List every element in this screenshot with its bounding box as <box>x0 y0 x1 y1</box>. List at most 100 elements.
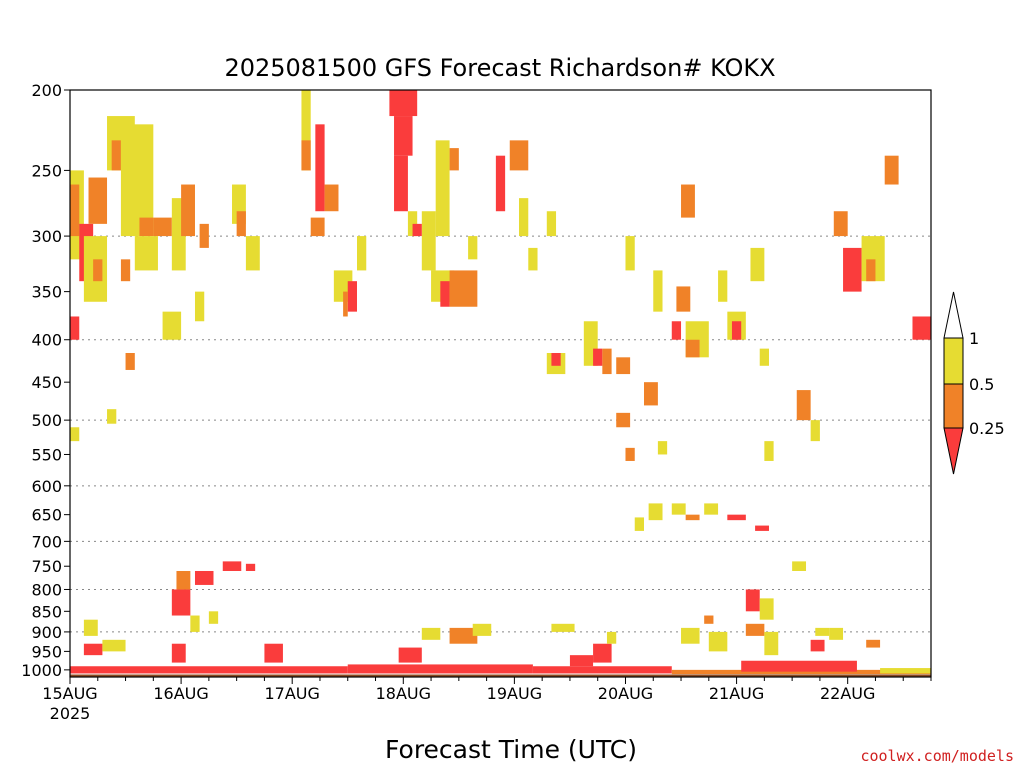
data-cell <box>176 570 191 590</box>
data-cell <box>681 627 700 644</box>
legend-swatch <box>943 383 964 429</box>
data-cell <box>343 291 348 317</box>
data-cell <box>519 198 529 237</box>
data-cell <box>190 615 200 632</box>
data-cell <box>134 236 158 271</box>
data-cell <box>162 311 182 340</box>
data-cell <box>764 631 779 656</box>
data-cell <box>759 598 774 620</box>
x-tick-label: 17AUG <box>264 684 319 703</box>
data-cell <box>70 316 80 340</box>
data-cell <box>671 321 682 340</box>
data-cell <box>120 124 154 237</box>
data-cell <box>440 281 450 307</box>
data-cell <box>125 352 135 370</box>
data-cell <box>222 561 242 571</box>
data-cell <box>810 639 825 652</box>
data-cell <box>194 570 214 585</box>
data-cell <box>347 281 357 312</box>
legend: 1 0.5 0.25 <box>943 291 1005 475</box>
credit-text[interactable]: coolwx.com/models <box>860 747 1014 765</box>
data-cell <box>208 611 219 624</box>
data-cell <box>301 90 311 171</box>
x-tick-sublabel: 2025 <box>50 704 91 723</box>
data-cell <box>245 563 256 571</box>
data-cell <box>495 155 506 212</box>
x-tick-label: 21AUG <box>709 684 764 703</box>
data-cell <box>569 655 594 667</box>
data-cell <box>606 631 617 644</box>
chart-title: 2025081500 GFS Forecast Richardson# KOKX <box>224 54 775 82</box>
ground-layer <box>70 674 931 677</box>
data-cell <box>83 619 98 636</box>
data-cell <box>718 270 728 302</box>
y-axis: 200 250 300 350 400 450 500 550 600 650 700 750 800 8… <box>21 81 70 680</box>
data-cell <box>236 211 246 237</box>
y-tick-label: 700 <box>31 532 62 551</box>
data-cell <box>83 643 103 656</box>
data-cell <box>625 236 635 271</box>
data-cell <box>421 211 436 271</box>
data-cell <box>602 348 612 375</box>
data-cell <box>412 223 422 237</box>
data-cell <box>745 589 760 612</box>
data-cell <box>866 639 881 648</box>
data-cell <box>394 155 408 212</box>
x-tick-label: 15AUG <box>42 684 97 703</box>
data-cell <box>449 627 478 644</box>
data-cell <box>792 561 807 571</box>
data-cell <box>704 615 714 624</box>
data-cell <box>616 357 631 375</box>
data-cell <box>745 623 765 636</box>
data-cell <box>245 236 260 271</box>
data-cell <box>708 631 728 652</box>
data-cell <box>93 259 103 282</box>
data-cell <box>357 236 367 271</box>
data-cell <box>528 247 538 271</box>
data-cell <box>70 666 348 674</box>
data-cell <box>468 236 478 260</box>
data-cell <box>833 211 848 237</box>
data-cell <box>301 140 311 171</box>
y-tick-label: 600 <box>31 477 62 496</box>
data-cell <box>676 286 691 312</box>
x-tick-label: 20AUG <box>598 684 653 703</box>
data-cell <box>389 90 418 117</box>
data-cell <box>70 427 80 442</box>
data-cell <box>551 352 561 366</box>
data-cell <box>324 184 339 212</box>
data-cell <box>741 660 857 672</box>
y-tick-label: 200 <box>31 81 62 100</box>
data-cell <box>681 184 695 218</box>
data-cell <box>70 184 80 237</box>
y-tick-label: 400 <box>31 331 62 350</box>
data-cell <box>509 140 529 171</box>
y-tick-label: 650 <box>31 506 62 525</box>
data-cell <box>671 669 931 675</box>
y-tick-label: 1000 <box>21 661 62 680</box>
y-tick-label: 550 <box>31 445 62 464</box>
data-cell <box>593 643 612 663</box>
data-cell <box>593 348 603 366</box>
legend-label: 0.5 <box>969 375 994 394</box>
data-cell <box>171 643 186 663</box>
data-cell <box>727 514 746 521</box>
data-cell <box>181 184 195 237</box>
data-cell <box>435 140 450 237</box>
data-cell <box>750 247 765 282</box>
data-cell <box>671 503 686 515</box>
x-tick-label: 22AUG <box>820 684 875 703</box>
data-cell <box>394 116 413 156</box>
plot-frame <box>69 89 932 678</box>
data-cell <box>731 321 742 340</box>
y-tick-label: 850 <box>31 602 62 621</box>
y-tick-label: 250 <box>31 161 62 180</box>
data-cell <box>472 623 492 636</box>
x-tick-label: 19AUG <box>487 684 542 703</box>
data-cell <box>120 259 131 282</box>
data-cell <box>755 525 769 531</box>
data-cell <box>111 140 121 171</box>
y-tick-label: 950 <box>31 642 62 661</box>
legend-label: 0.25 <box>969 419 1005 438</box>
